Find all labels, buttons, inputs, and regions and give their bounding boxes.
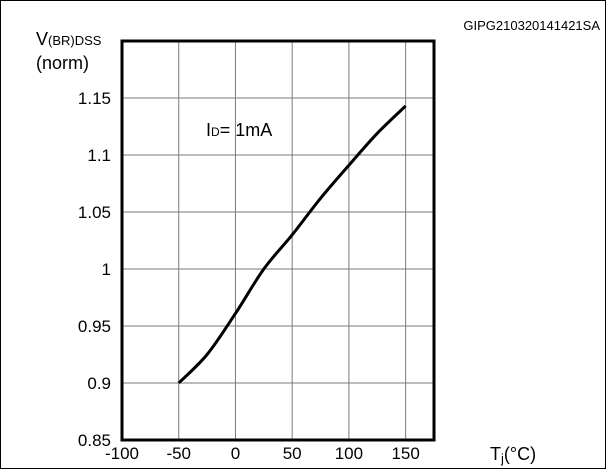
- y-axis-label: V(BR)DSS: [36, 29, 102, 49]
- y-tick-labels: 0.85 0.9 0.95 1 1.05 1.1 1.15: [78, 89, 111, 450]
- y-axis-label-line2: (norm): [36, 53, 89, 73]
- x-tick-label: 0: [231, 444, 240, 463]
- y-tick-label: 1.1: [87, 146, 111, 165]
- y-tick-label: 1: [102, 260, 111, 279]
- y-tick-label: 0.85: [78, 431, 111, 450]
- y-axis-label-main: V: [36, 29, 48, 49]
- x-tick-label: 150: [391, 444, 419, 463]
- x-axis-label-sub: j: [500, 451, 504, 466]
- figure-code: GIPG210320141421SA: [463, 18, 600, 33]
- x-axis-label: Tj(°C): [490, 444, 536, 466]
- annotation-sub: D: [211, 125, 220, 139]
- y-axis-label-sub: (BR)DSS: [48, 33, 102, 48]
- x-tick-label: 100: [335, 444, 363, 463]
- x-tick-label: -50: [166, 444, 191, 463]
- x-axis-label-unit: (°C): [504, 444, 536, 464]
- grid-lines: [122, 41, 434, 440]
- x-tick-labels: -100 -50 0 50 100 150: [105, 444, 420, 463]
- x-axis-label-main: T: [490, 444, 501, 464]
- x-tick-label: -100: [105, 444, 139, 463]
- series-line: [177, 104, 407, 385]
- plot-area-border: [120, 39, 436, 442]
- annotation-main: I: [206, 120, 211, 140]
- condition-annotation: ID= 1mA: [206, 120, 272, 140]
- x-tick-label: 50: [283, 444, 302, 463]
- y-tick-label: 1.05: [78, 203, 111, 222]
- y-tick-label: 0.95: [78, 317, 111, 336]
- y-tick-label: 0.9: [87, 374, 111, 393]
- y-tick-label: 1.15: [78, 89, 111, 108]
- series-group: [177, 104, 407, 385]
- annotation-rest: = 1mA: [220, 120, 273, 140]
